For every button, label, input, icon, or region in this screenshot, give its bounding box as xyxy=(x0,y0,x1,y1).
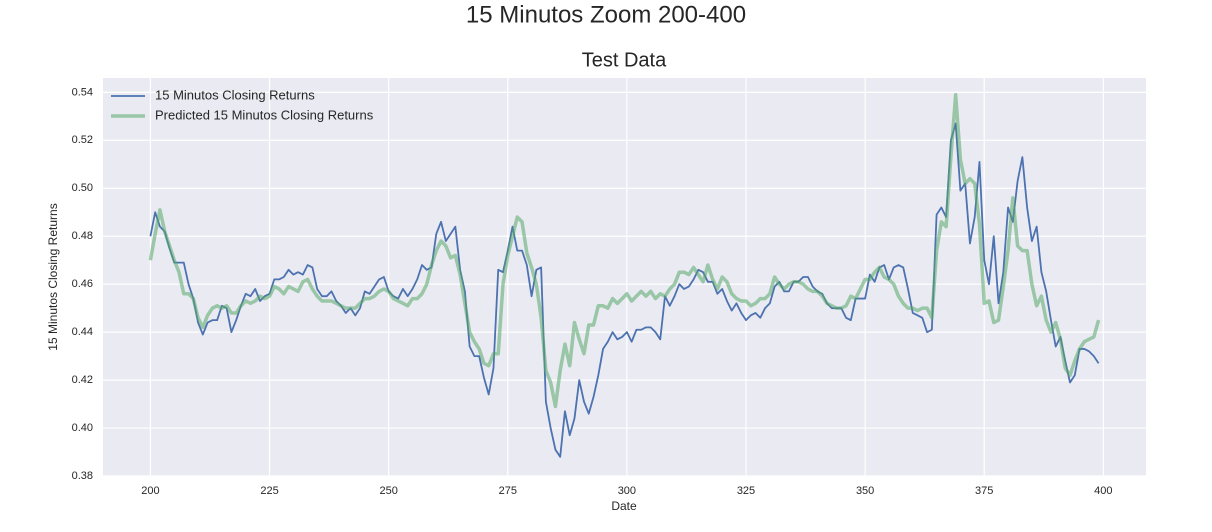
y-axis-label: 15 Minutos Closing Returns xyxy=(46,203,60,350)
plot-area xyxy=(103,78,1146,476)
y-tick-label: 0.40 xyxy=(72,422,93,434)
chart-title: Test Data xyxy=(582,49,667,71)
x-tick-label: 325 xyxy=(737,485,755,497)
y-tick-label: 0.54 xyxy=(72,86,93,98)
legend-label: Predicted 15 Minutos Closing Returns xyxy=(155,107,374,122)
y-tick-label: 0.46 xyxy=(72,278,93,290)
y-tick-label: 0.42 xyxy=(72,374,93,386)
x-axis-label: Date xyxy=(611,499,637,513)
y-tick-label: 0.50 xyxy=(72,182,93,194)
series-line xyxy=(149,122,1100,458)
y-tick-label: 0.48 xyxy=(72,230,93,242)
x-tick-label: 250 xyxy=(379,485,397,497)
suptitle: 15 Minutos Zoom 200-400 xyxy=(466,1,746,28)
x-tick-label: 275 xyxy=(499,485,517,497)
x-tick-label: 350 xyxy=(856,485,874,497)
x-tick-label: 225 xyxy=(260,485,278,497)
y-tick-label: 0.38 xyxy=(72,470,93,482)
y-tick-label: 0.44 xyxy=(72,326,93,338)
x-tick-label: 200 xyxy=(141,485,159,497)
legend-label: 15 Minutos Closing Returns xyxy=(155,87,315,102)
x-tick-label: 300 xyxy=(618,485,636,497)
x-tick-label: 375 xyxy=(975,485,993,497)
y-tick-label: 0.52 xyxy=(72,134,93,146)
x-tick-label: 400 xyxy=(1094,485,1112,497)
series-line xyxy=(148,93,1101,409)
